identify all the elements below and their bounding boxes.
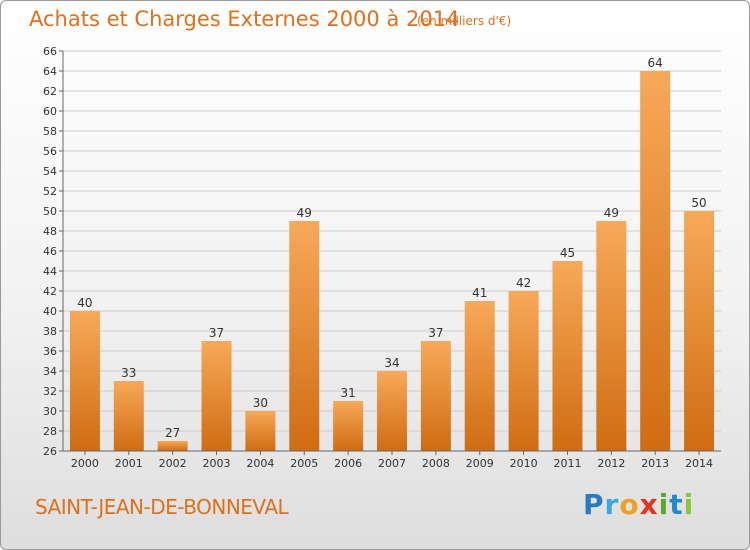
bar-2014 <box>684 211 715 451</box>
data-label-2004: 30 <box>253 396 268 410</box>
x-axis: 2000 2001 2002 2003 2004 2005 2006 2007 2008 2009… <box>63 450 721 470</box>
logo-letter: r <box>604 488 620 521</box>
data-label-2009: 41 <box>472 286 487 300</box>
data-label-2006: 31 <box>340 386 355 400</box>
proxiti-logo: Proxiti <box>583 488 694 521</box>
bar-2001 <box>113 381 144 451</box>
bar-2004 <box>245 411 276 451</box>
y-tick-label: 66 <box>43 45 57 58</box>
x-tick-label-2006: 2006 <box>334 457 362 470</box>
bar-2010 <box>508 291 539 451</box>
y-tick-label: 52 <box>43 185 57 198</box>
data-label-2003: 37 <box>209 326 224 340</box>
y-tick-label: 54 <box>43 165 57 178</box>
y-tick-label: 40 <box>43 305 57 318</box>
x-tick-label-2012: 2012 <box>597 457 625 470</box>
x-tick-label-2009: 2009 <box>466 457 494 470</box>
y-tick-label: 32 <box>43 385 57 398</box>
y-tick-label: 34 <box>43 365 57 378</box>
y-tick-label: 50 <box>43 205 57 218</box>
x-tick-label-2007: 2007 <box>378 457 406 470</box>
y-tick-label: 64 <box>43 65 57 78</box>
logo-letter: i <box>658 488 670 521</box>
y-tick-label: 58 <box>43 125 57 138</box>
bar-2006 <box>333 401 364 451</box>
bar-2012 <box>596 221 627 451</box>
x-tick-label-2003: 2003 <box>203 457 231 470</box>
bar-2011 <box>552 261 583 451</box>
bar-2000 <box>69 311 100 451</box>
logo-letter: x <box>639 488 659 521</box>
chart-subtitle: (en milliers d'€) <box>417 14 512 28</box>
bar-2005 <box>289 221 320 451</box>
logo-letter: i <box>683 488 695 521</box>
x-tick-label-2014: 2014 <box>685 457 713 470</box>
x-tick-label-2005: 2005 <box>290 457 318 470</box>
bars: 40 33 27 37 30 49 31 34 37 41 42 45 49 64 50 <box>69 56 715 451</box>
y-tick-label: 56 <box>43 145 57 158</box>
y-tick-label: 26 <box>43 445 57 458</box>
y-tick-label: 36 <box>43 345 57 358</box>
logo-letter: P <box>583 488 605 521</box>
data-label-2005: 49 <box>297 206 312 220</box>
bar-2007 <box>377 371 407 451</box>
bar-2009 <box>464 301 495 451</box>
y-tick-label: 28 <box>43 425 57 438</box>
x-tick-label-2000: 2000 <box>71 457 99 470</box>
x-tick-label-2013: 2013 <box>641 457 669 470</box>
logo-letter: t <box>669 488 684 521</box>
bar-2013 <box>640 71 671 451</box>
data-label-2014: 50 <box>691 196 706 210</box>
bar-2002 <box>157 441 188 451</box>
chart-title: Achats et Charges Externes 2000 à 2014 <box>29 7 460 31</box>
data-label-2000: 40 <box>77 296 92 310</box>
data-label-2002: 27 <box>165 426 180 440</box>
x-tick-label-2011: 2011 <box>553 457 581 470</box>
y-tick-label: 38 <box>43 325 57 338</box>
data-label-2001: 33 <box>121 366 136 380</box>
logo-letter: o <box>619 488 640 521</box>
data-label-2013: 64 <box>648 56 663 70</box>
data-label-2012: 49 <box>604 206 619 220</box>
data-label-2008: 37 <box>428 326 443 340</box>
y-tick-label: 30 <box>43 405 57 418</box>
y-tick-label: 48 <box>43 225 57 238</box>
y-tick-label: 60 <box>43 105 57 118</box>
x-tick-label-2001: 2001 <box>115 457 143 470</box>
x-tick-label-2002: 2002 <box>159 457 187 470</box>
data-label-2010: 42 <box>516 276 531 290</box>
y-tick-label: 42 <box>43 285 57 298</box>
data-label-2007: 34 <box>384 356 399 370</box>
y-tick-label: 62 <box>43 85 57 98</box>
x-tick-label-2008: 2008 <box>422 457 450 470</box>
y-tick-label: 46 <box>43 245 57 258</box>
bar-2003 <box>201 341 232 451</box>
x-tick-label-2010: 2010 <box>510 457 538 470</box>
x-tick-label-2004: 2004 <box>246 457 274 470</box>
y-axis: 26 28 30 32 34 36 38 40 42 44 46 48 50 52 54 56 58 60 62 64… <box>43 45 64 458</box>
data-label-2011: 45 <box>560 246 575 260</box>
bar-2008 <box>420 341 451 451</box>
commune-name: SAINT-JEAN-DE-BONNEVAL <box>35 495 289 519</box>
y-tick-label: 44 <box>43 265 57 278</box>
